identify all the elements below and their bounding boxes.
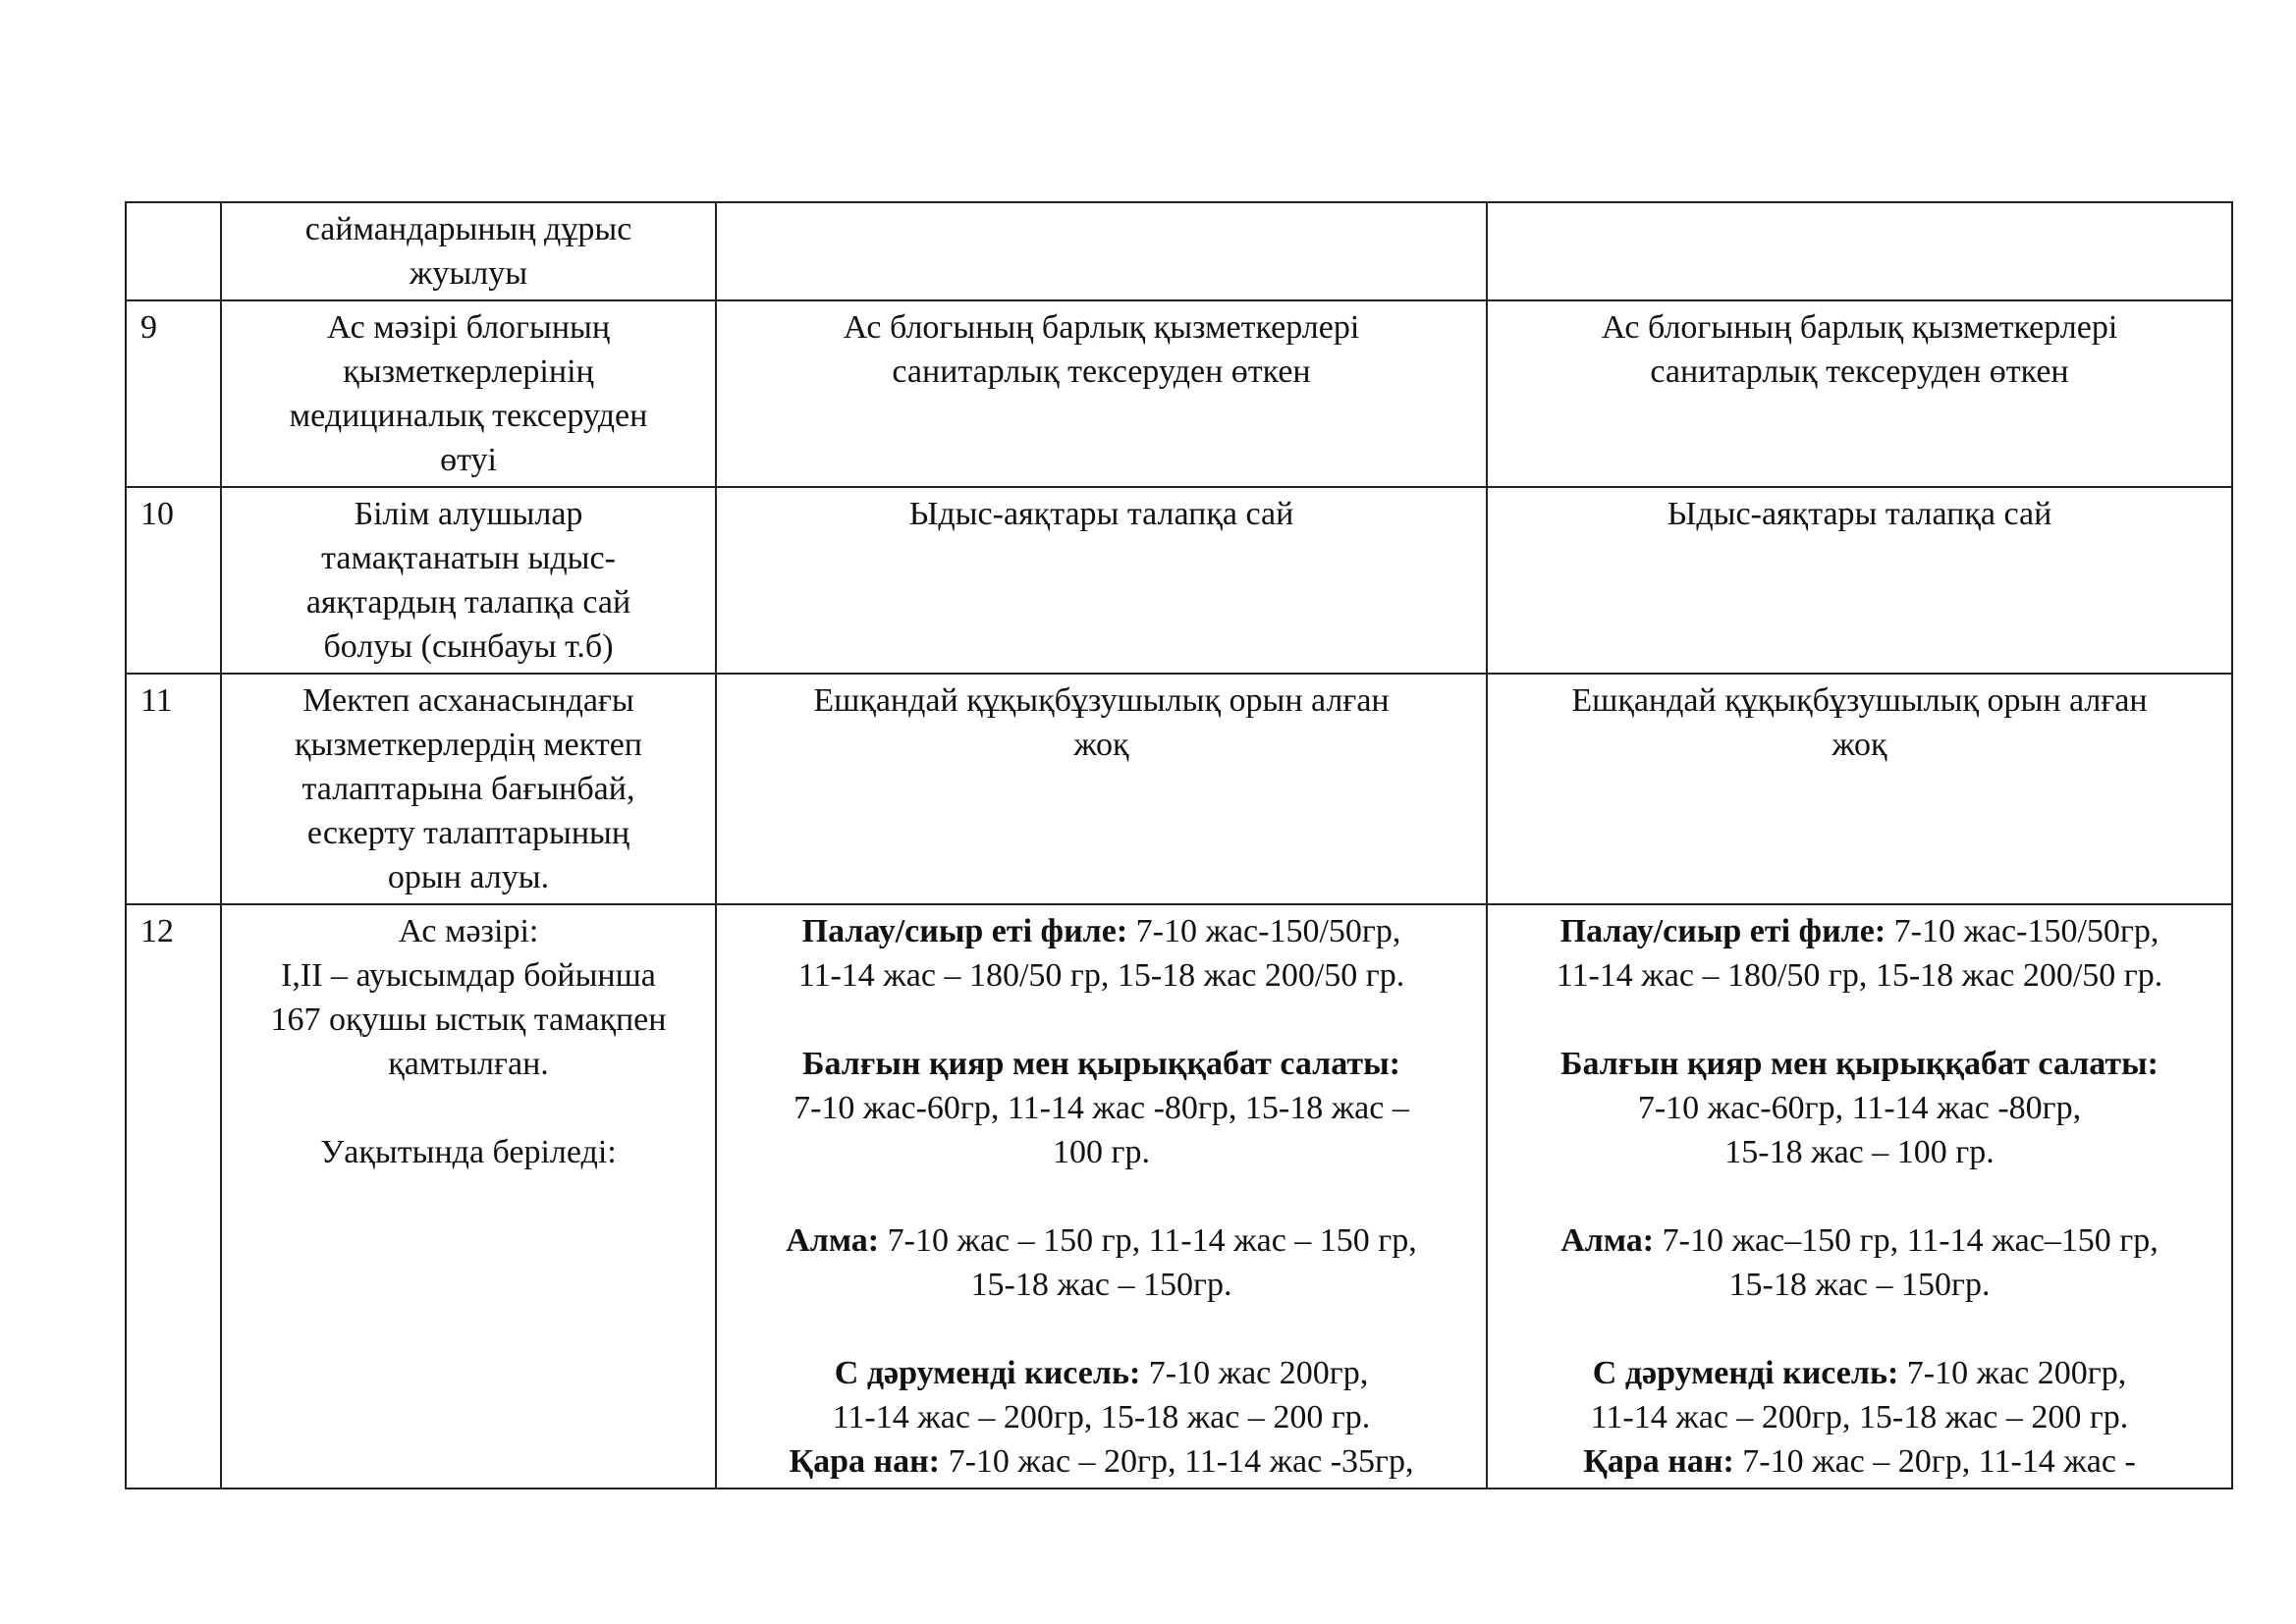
result-cell-1: Ас блогының барлық қызметкерлері санитар…	[715, 299, 1488, 488]
menu-cell-1: Палау/сиыр еті филе: 7-10 жас-150/50гр, …	[715, 903, 1488, 1489]
row-number	[125, 201, 222, 301]
criterion-cell: Мектеп асханасындағы қызметкерлердің мек…	[220, 673, 717, 905]
menu-item-portions: 7-10 жас-150/50гр, 11-14 жас – 180/50 гр…	[797, 913, 1405, 994]
menu-item: Балғын қияр мен қырыққабат салаты: 7-10 …	[723, 1042, 1480, 1174]
menu-item-title: Балғын қияр мен қырыққабат салаты:	[1560, 1046, 2159, 1082]
result-cell-1	[715, 201, 1488, 301]
menu-item: С дәруменді кисель: 7-10 жас 200гр, 11-1…	[723, 1351, 1480, 1439]
menu-item-portions: 7-10 жас-150/50гр, 11-14 жас – 180/50 гр…	[1556, 913, 2163, 994]
menu-item-title: С дәруменді кисель:	[1592, 1355, 1899, 1391]
menu-item-title: Палау/сиыр еті филе:	[801, 913, 1128, 949]
result-cell-1: Ешқандай құқықбұзушылық орын алған жоқ	[715, 673, 1488, 905]
menu-item-portions: 7-10 жас-60гр, 11-14 жас -80гр, 15-18 жа…	[793, 1090, 1409, 1170]
menu-item: Палау/сиыр еті филе: 7-10 жас-150/50гр, …	[1494, 909, 2225, 998]
menu-item-portions: 7-10 жас 200гр, 11-14 жас – 200гр, 15-18…	[832, 1355, 1371, 1435]
menu-item-portions: 7-10 жас – 20гр, 11-14 жас -35гр,	[940, 1443, 1414, 1480]
result-cell-2: Ыдыс-аяқтары талапқа сай	[1486, 486, 2233, 675]
criterion-cell: Ас мәзірі: I,II – ауысымдар бойынша 167 …	[220, 903, 717, 1489]
criterion-cell: Ас мәзірі блогының қызметкерлерінің меди…	[220, 299, 717, 488]
menu-item: С дәруменді кисель: 7-10 жас 200гр, 11-1…	[1494, 1351, 2225, 1439]
menu-item-portions: 7-10 жас – 150 гр, 11-14 жас – 150 гр, 1…	[887, 1222, 1417, 1303]
menu-item-portions: 7-10 жас-60гр, 11-14 жас -80гр, 15-18 жа…	[1637, 1090, 2082, 1170]
table-row: 10 Білім алушылар тамақтанатын ыдыс- аяқ…	[125, 486, 2233, 675]
menu-cell-2: Палау/сиыр еті филе: 7-10 жас-150/50гр, …	[1486, 903, 2233, 1489]
result-cell-2: Ешқандай құқықбұзушылық орын алған жоқ	[1486, 673, 2233, 905]
menu-item: Алма: 7-10 жас–150 гр, 11-14 жас–150 гр,…	[1494, 1218, 2225, 1307]
menu-note: Уақытында беріледі:	[320, 1134, 617, 1170]
menu-item-title: Алма:	[786, 1222, 880, 1259]
menu-item: Балғын қияр мен қырыққабат салаты: 7-10 …	[1494, 1042, 2225, 1174]
criterion-cell: Білім алушылар тамақтанатын ыдыс- аяқтар…	[220, 486, 717, 675]
menu-item-title: Палау/сиыр еті филе:	[1559, 913, 1886, 949]
result-cell-2: Ас блогының барлық қызметкерлері санитар…	[1486, 299, 2233, 488]
criterion-cell: саймандарының дұрыс жуылуы	[220, 201, 717, 301]
menu-item-title: Қара нан:	[789, 1443, 941, 1480]
inspection-table: саймандарының дұрыс жуылуы 9 Ас мәзірі б…	[125, 201, 2233, 1489]
menu-item-portions: 7-10 жас–150 гр, 11-14 жас–150 гр, 15-18…	[1662, 1222, 2159, 1303]
row-number: 12	[125, 903, 222, 1489]
menu-item: Палау/сиыр еті филе: 7-10 жас-150/50гр, …	[723, 909, 1480, 998]
result-cell-1: Ыдыс-аяқтары талапқа сай	[715, 486, 1488, 675]
table-row: 11 Мектеп асханасындағы қызметкерлердің …	[125, 673, 2233, 905]
menu-item: Қара нан: 7-10 жас – 20гр, 11-14 жас -35…	[723, 1439, 1480, 1484]
menu-summary: Ас мәзірі: I,II – ауысымдар бойынша 167 …	[270, 913, 667, 1082]
menu-item-title: Балғын қияр мен қырыққабат салаты:	[802, 1046, 1400, 1082]
menu-item: Алма: 7-10 жас – 150 гр, 11-14 жас – 150…	[723, 1218, 1480, 1307]
menu-item-title: Алма:	[1560, 1222, 1655, 1259]
menu-item-portions: 7-10 жас 200гр, 11-14 жас – 200гр, 15-18…	[1590, 1355, 2129, 1435]
row-number: 10	[125, 486, 222, 675]
menu-item-portions: 7-10 жас – 20гр, 11-14 жас -	[1733, 1443, 2136, 1480]
menu-item-title: С дәруменді кисель:	[834, 1355, 1141, 1391]
table-row: 9 Ас мәзірі блогының қызметкерлерінің ме…	[125, 299, 2233, 488]
result-cell-2	[1486, 201, 2233, 301]
row-number: 9	[125, 299, 222, 488]
table-row: 12 Ас мәзірі: I,II – ауысымдар бойынша 1…	[125, 903, 2233, 1489]
row-number: 11	[125, 673, 222, 905]
menu-item: Қара нан: 7-10 жас – 20гр, 11-14 жас -	[1494, 1439, 2225, 1484]
menu-item-title: Қара нан:	[1583, 1443, 1734, 1480]
table-row: саймандарының дұрыс жуылуы	[125, 201, 2233, 301]
